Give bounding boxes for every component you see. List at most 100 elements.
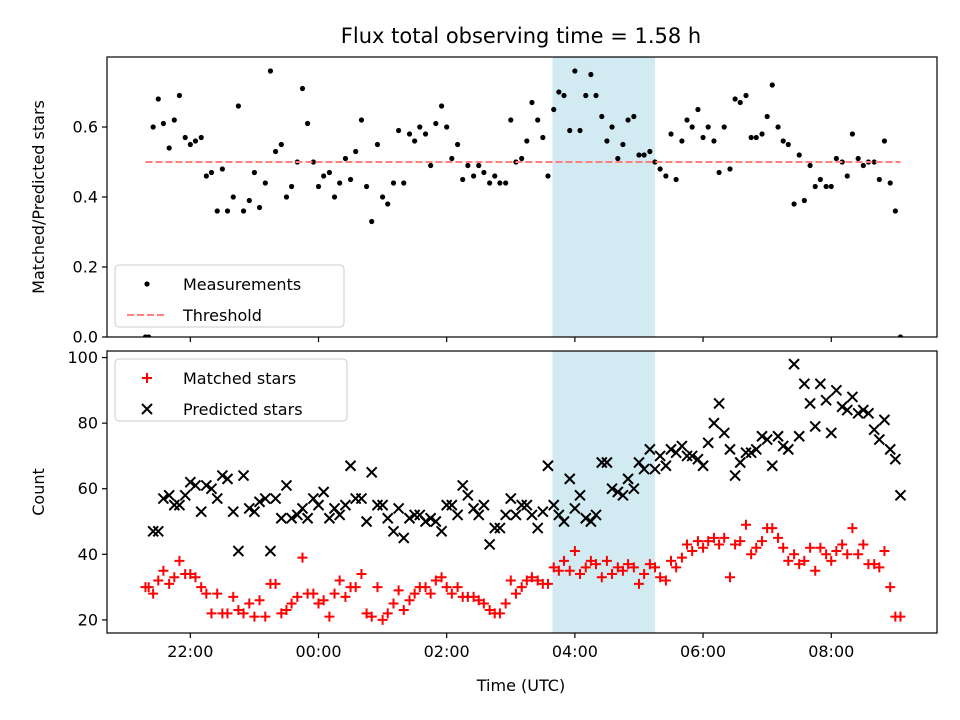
predicted-stars-point — [580, 512, 592, 524]
measurements-point — [342, 155, 349, 162]
matched-stars-point — [324, 611, 335, 622]
legend-label-measurements: Measurements — [183, 275, 301, 294]
measurements-point — [385, 201, 391, 207]
matched-stars-point — [366, 611, 377, 622]
measurements-point — [609, 124, 615, 130]
measurements-point — [337, 180, 343, 186]
predicted-stars-point — [756, 430, 768, 442]
matched-stars-point — [372, 582, 383, 593]
matched-stars-point — [206, 608, 217, 619]
matched-stars-point — [826, 555, 837, 566]
predicted-stars-point — [376, 499, 389, 511]
predicted-stars-point — [382, 512, 394, 524]
matched-stars-point — [783, 555, 794, 566]
matched-stars-point — [564, 565, 575, 576]
matched-stars-point — [714, 539, 725, 550]
measurements-point — [481, 169, 487, 176]
measurements-point — [198, 134, 204, 141]
predicted-stars-point — [195, 505, 207, 518]
y-tick-label: 80 — [78, 414, 98, 433]
measurements-point — [240, 208, 247, 214]
predicted-stars-point — [301, 512, 314, 524]
matched-stars-point — [340, 591, 351, 602]
matched-stars-point — [773, 532, 784, 543]
measurements-point — [668, 131, 674, 137]
legend-box — [114, 264, 345, 328]
predicted-stars-point — [665, 443, 677, 456]
measurements-point — [230, 194, 236, 200]
measurements-point — [641, 152, 647, 158]
measurements-point — [182, 134, 188, 141]
predicted-stars-point — [360, 515, 373, 528]
measurements-point — [146, 334, 152, 337]
measurements-point — [796, 152, 802, 158]
measurements-point — [695, 106, 701, 113]
matched-stars-point — [724, 572, 735, 583]
matched-stars-point — [591, 559, 602, 570]
matched-stars-point — [799, 555, 810, 566]
measurements-point — [449, 155, 455, 162]
predicted-stars-point — [820, 394, 832, 406]
matched-stars-point — [233, 605, 244, 616]
matched-stars-point — [687, 546, 698, 557]
predicted-stars-point — [585, 515, 597, 528]
predicted-stars-point — [574, 489, 586, 501]
matched-stars-point — [313, 598, 324, 609]
matched-stars-point — [575, 568, 586, 579]
measurements-point — [299, 85, 306, 92]
predicted-stars-point — [505, 492, 517, 505]
predicted-stars-point — [173, 499, 186, 511]
predicted-stars-point — [564, 473, 576, 485]
x-tick-label: 02:00 — [424, 642, 470, 661]
measurements-point — [748, 134, 754, 141]
matched-stars-point — [542, 578, 553, 589]
predicted-stars-point — [317, 486, 330, 498]
measurements-point — [684, 117, 690, 123]
predicted-stars-point — [515, 499, 528, 511]
predicted-stars-point — [489, 522, 501, 534]
y-tick-label: 0.4 — [73, 188, 98, 207]
predicted-stars-point — [729, 469, 741, 482]
measurements-point — [572, 68, 578, 74]
matched-stars-point — [254, 595, 265, 606]
measurements-point — [503, 180, 509, 186]
predicted-stars-point — [868, 423, 880, 436]
matched-stars-point — [805, 542, 816, 553]
measurements-point — [305, 120, 311, 127]
predicted-stars-point — [644, 443, 656, 456]
measurements-point — [267, 68, 274, 74]
measurements-point — [406, 131, 413, 137]
predicted-stars-point — [676, 440, 688, 452]
predicted-stars-point — [660, 460, 672, 472]
predicted-stars-point — [275, 512, 288, 524]
measurements-point — [663, 173, 669, 179]
measurements-point — [315, 183, 322, 190]
predicted-stars-point — [713, 397, 725, 410]
predicted-stars-point — [253, 496, 266, 508]
measurements-point — [897, 334, 904, 337]
series-group — [140, 358, 907, 625]
matched-stars-point — [751, 542, 762, 553]
measurements-point — [219, 166, 225, 172]
predicted-stars-point — [622, 473, 634, 485]
measurements-series — [142, 68, 904, 337]
measurements-point — [625, 117, 631, 123]
measurements-point — [583, 92, 589, 99]
measurements-point — [775, 124, 781, 130]
legend-box — [114, 358, 348, 422]
matched-stars-point — [558, 555, 569, 566]
measurements-point — [812, 183, 818, 190]
predicted-stars-point — [830, 384, 843, 397]
measurements-point — [508, 117, 514, 123]
measurements-point — [727, 166, 733, 172]
matched-stars-series — [140, 519, 906, 625]
matched-stars-point — [895, 611, 906, 622]
matched-stars-point — [842, 549, 853, 560]
matched-stars-point — [869, 559, 880, 570]
matched-stars-point — [633, 578, 644, 589]
predicted-stars-point — [692, 453, 704, 465]
predicted-stars-point — [708, 417, 720, 429]
predicted-stars-point — [558, 515, 570, 528]
predicted-stars-point — [499, 509, 512, 521]
measurements-point — [887, 180, 893, 186]
